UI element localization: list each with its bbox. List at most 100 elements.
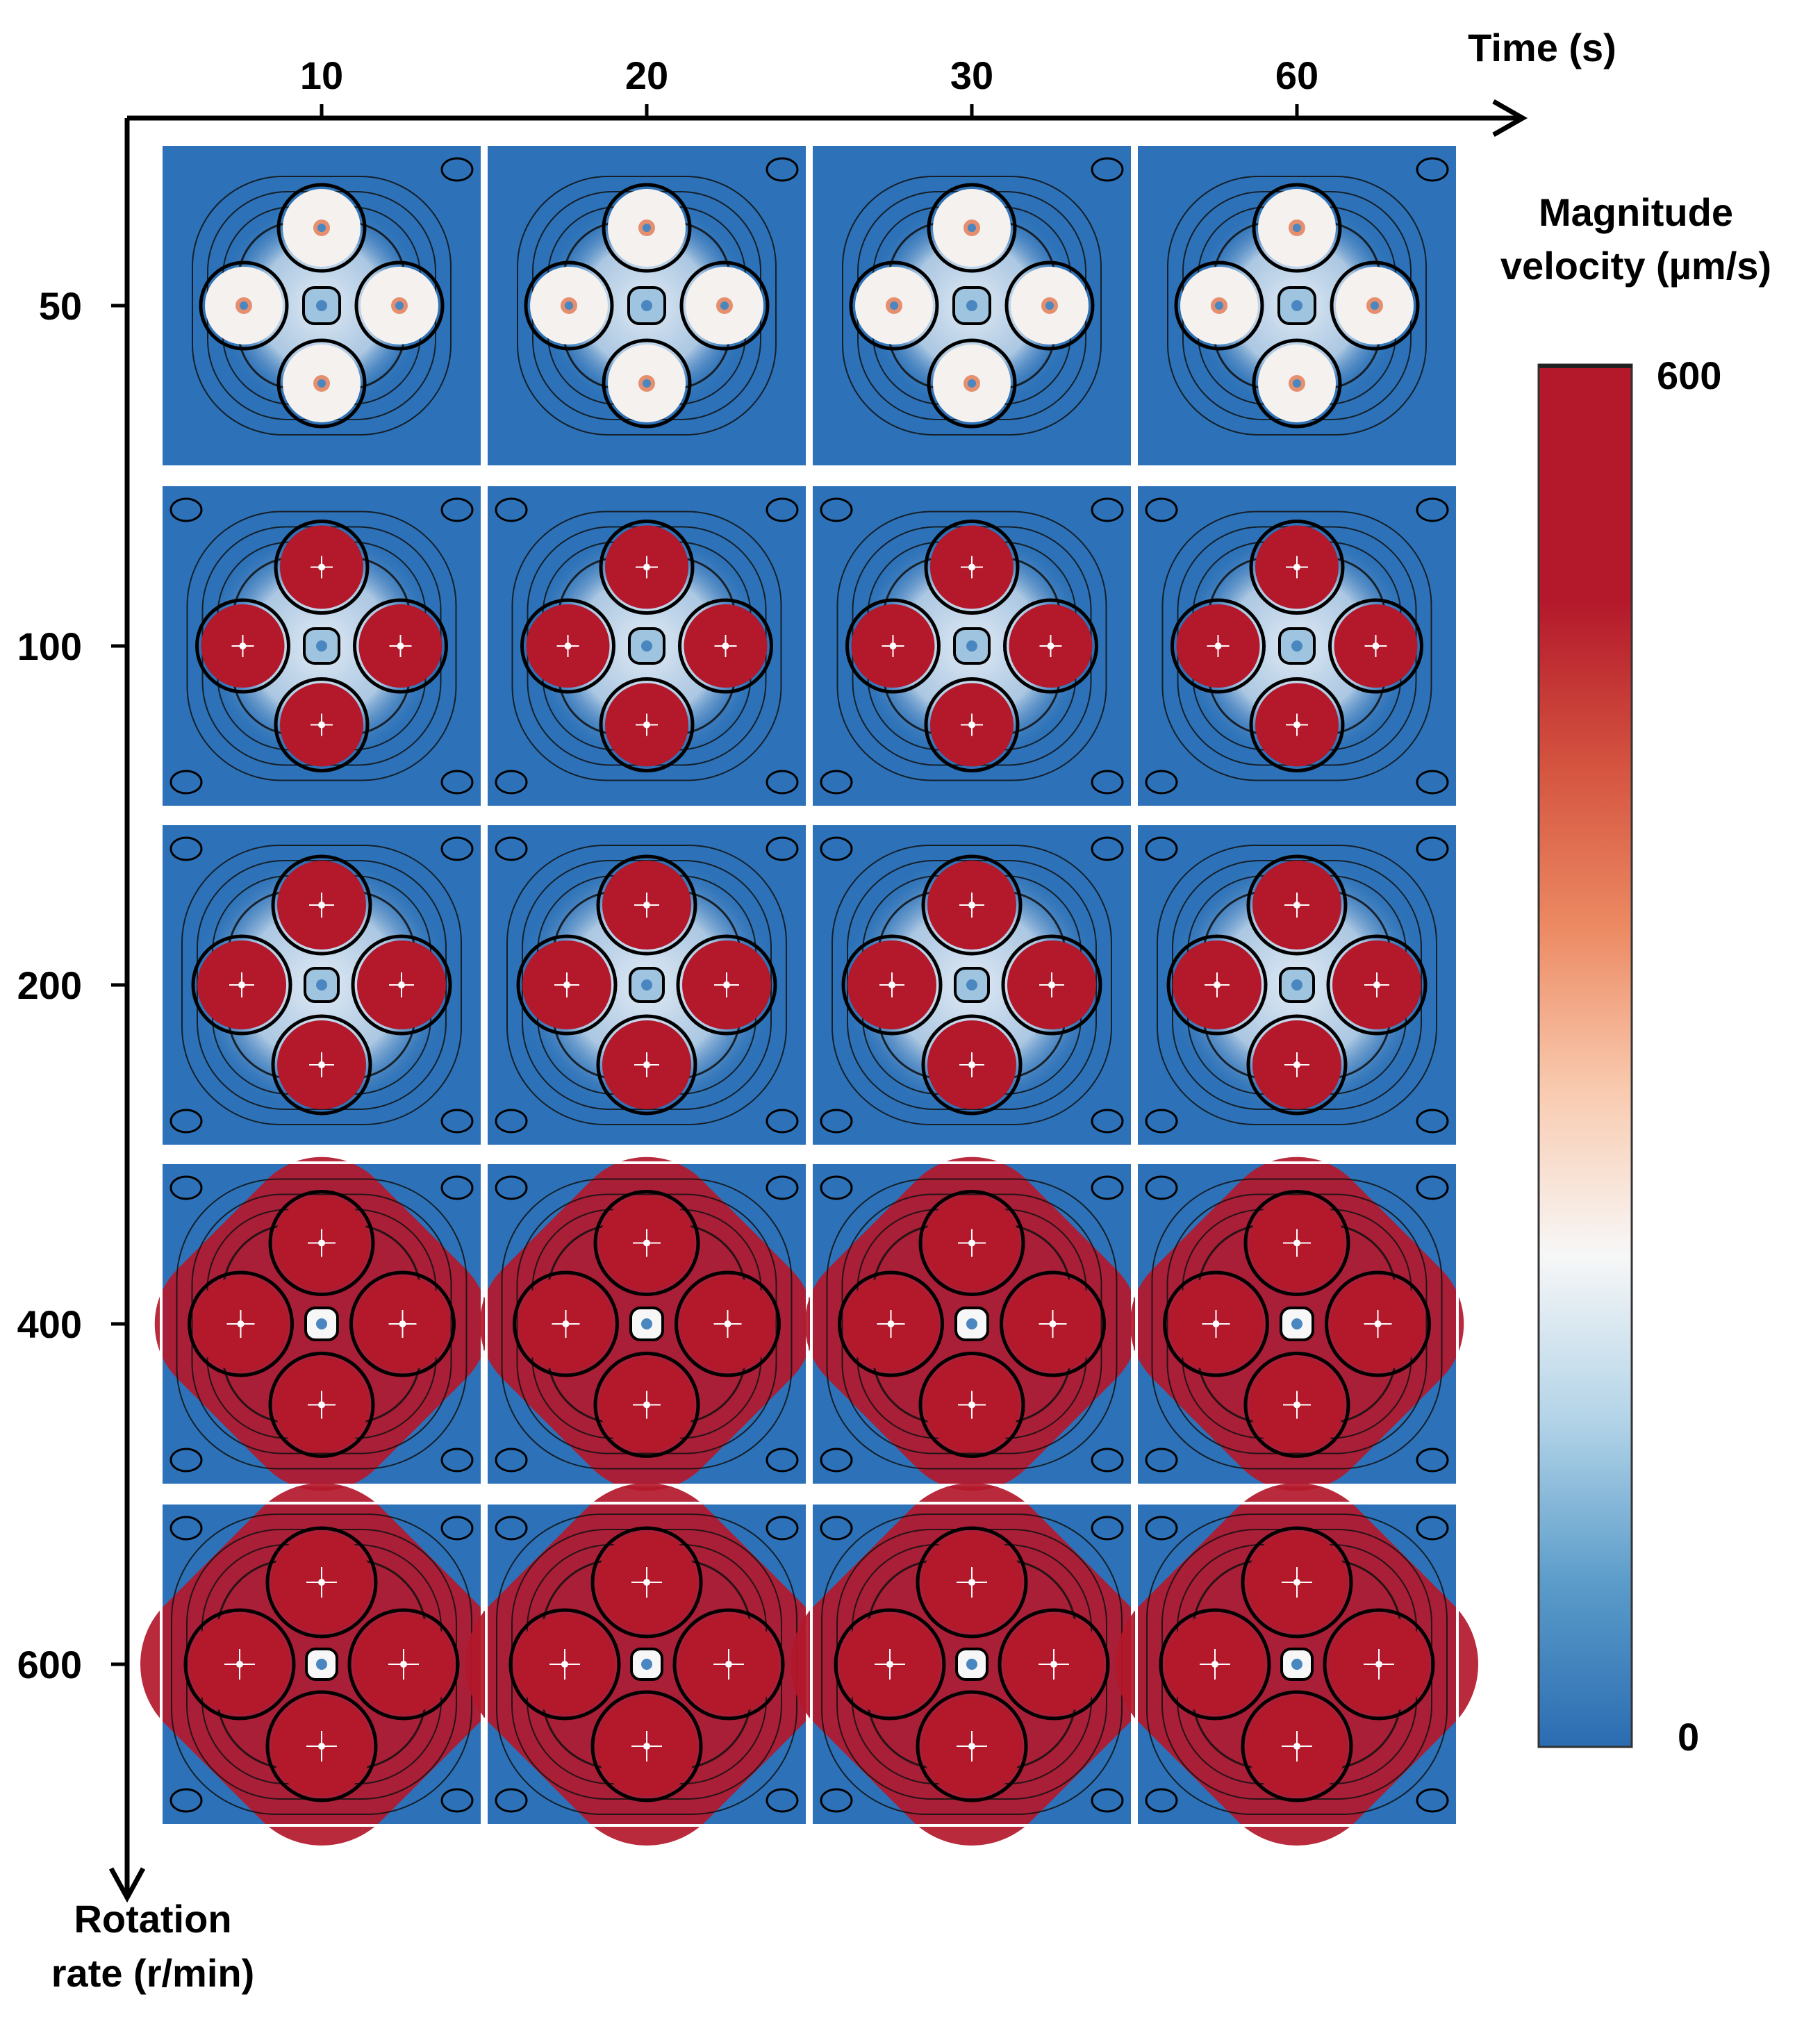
- corner-eddy: [1416, 1109, 1449, 1134]
- streamline: [192, 176, 452, 436]
- vortex: [199, 260, 289, 351]
- vortex-center-dot: [968, 1239, 975, 1247]
- center-dot: [966, 1659, 977, 1670]
- panel-border: [160, 822, 483, 1147]
- vortex: [1325, 1270, 1431, 1377]
- rotation-tick-label: 600: [17, 1643, 82, 1686]
- center-dot: [966, 979, 977, 990]
- vortex: [271, 854, 372, 956]
- corner-eddy: [1091, 1788, 1124, 1813]
- center-dot: [316, 640, 327, 652]
- rotation-tick-label: 100: [17, 624, 82, 668]
- vortex: [1252, 338, 1342, 429]
- vortex: [188, 1270, 294, 1377]
- vortex-center-dot: [968, 224, 976, 232]
- panel-grid: [140, 143, 1479, 1846]
- corner-eddy: [820, 497, 853, 522]
- vortex: [516, 934, 618, 1036]
- colorbar-min-label: 0: [1678, 1715, 1699, 1759]
- velocity-panel: [810, 143, 1134, 468]
- corner-eddy: [440, 497, 474, 522]
- vortex: [347, 1608, 460, 1721]
- vortex-center-dot: [643, 379, 651, 388]
- corner-eddy: [440, 836, 474, 861]
- vortex: [838, 1270, 944, 1377]
- corner-eddy: [1091, 1109, 1124, 1134]
- velocity-panel: [160, 822, 483, 1147]
- vortex: [834, 1608, 946, 1721]
- streamline: [1151, 1178, 1443, 1470]
- corner-eddy: [440, 1448, 474, 1473]
- velocity-panel: [1130, 1157, 1464, 1491]
- vortex: [268, 1190, 375, 1296]
- vortex-center-dot: [1049, 1320, 1057, 1327]
- vortex: [274, 677, 370, 772]
- time-axis-arrowhead: [1492, 99, 1528, 138]
- corner-eddy: [766, 1448, 799, 1473]
- center-dot: [641, 1318, 652, 1329]
- corner-eddy: [440, 1788, 474, 1813]
- corner-eddy: [440, 1516, 474, 1541]
- vortex-center-dot: [317, 224, 326, 232]
- vortex: [1328, 598, 1423, 694]
- vortex-center-dot: [722, 643, 729, 649]
- vortex-center-dot: [1293, 1061, 1300, 1068]
- vortex: [676, 934, 777, 1036]
- vortex-center-dot: [240, 301, 248, 310]
- vortex-center-dot: [887, 1320, 895, 1327]
- velocity-panel: [479, 1157, 814, 1491]
- vortex: [678, 598, 773, 694]
- streamline: [1157, 845, 1437, 1125]
- streamline: [516, 1193, 777, 1454]
- colorbar-title-line1: Magnitude: [1539, 190, 1733, 234]
- vortex: [921, 854, 1023, 956]
- corner-eddy: [440, 770, 474, 795]
- corner-eddy: [440, 1175, 474, 1200]
- vortex-center-dot: [1372, 643, 1380, 649]
- vortex-center-dot: [643, 1401, 650, 1409]
- rotation-tick-label: 50: [39, 284, 82, 328]
- panel-border: [160, 143, 483, 468]
- vortex-center-dot: [1293, 224, 1301, 232]
- vortex: [924, 520, 1020, 615]
- corner-eddy: [766, 1516, 799, 1541]
- vortex-center-dot: [724, 1320, 731, 1327]
- vortex-center-dot: [886, 1661, 893, 1668]
- vortex-center-dot: [968, 721, 975, 729]
- vortex: [520, 598, 615, 694]
- corner-eddy: [495, 836, 528, 861]
- panel-border: [1135, 483, 1459, 809]
- corner-eddy: [1416, 1448, 1449, 1473]
- corner-eddy: [495, 1516, 528, 1541]
- velocity-panel: [485, 822, 809, 1147]
- corner-eddy: [1145, 770, 1178, 795]
- vortex-center-dot: [1371, 301, 1379, 310]
- vortex: [679, 260, 770, 351]
- corner-eddy: [1416, 770, 1449, 795]
- vortex: [672, 1608, 785, 1721]
- velocity-panel: [465, 1482, 829, 1846]
- velocity-panel: [140, 1482, 504, 1846]
- time-tick-label: 60: [1275, 53, 1318, 97]
- streamline: [1166, 1193, 1428, 1454]
- vortex: [845, 598, 941, 694]
- center-dot: [316, 1659, 327, 1670]
- velocity-panel: [160, 483, 483, 809]
- streamline: [506, 845, 787, 1125]
- corner-eddy: [1416, 836, 1449, 861]
- vortex: [596, 1014, 697, 1116]
- vortex-center-dot: [1293, 902, 1300, 909]
- panel-border: [810, 483, 1134, 809]
- vortex: [918, 1352, 1025, 1458]
- vortex: [927, 338, 1017, 429]
- vortex: [353, 598, 448, 694]
- rotation-axis-ticks: 50 100 200 400 600: [17, 284, 127, 1686]
- vortex-center-dot: [238, 981, 245, 988]
- corner-eddy: [820, 1175, 853, 1200]
- vortex-center-dot: [395, 301, 404, 310]
- corner-eddy: [820, 836, 853, 861]
- streamline: [501, 1178, 793, 1470]
- time-axis: Time (s) 10 20 30 60: [127, 26, 1616, 138]
- vortex: [590, 1690, 703, 1802]
- streamline: [826, 1178, 1118, 1470]
